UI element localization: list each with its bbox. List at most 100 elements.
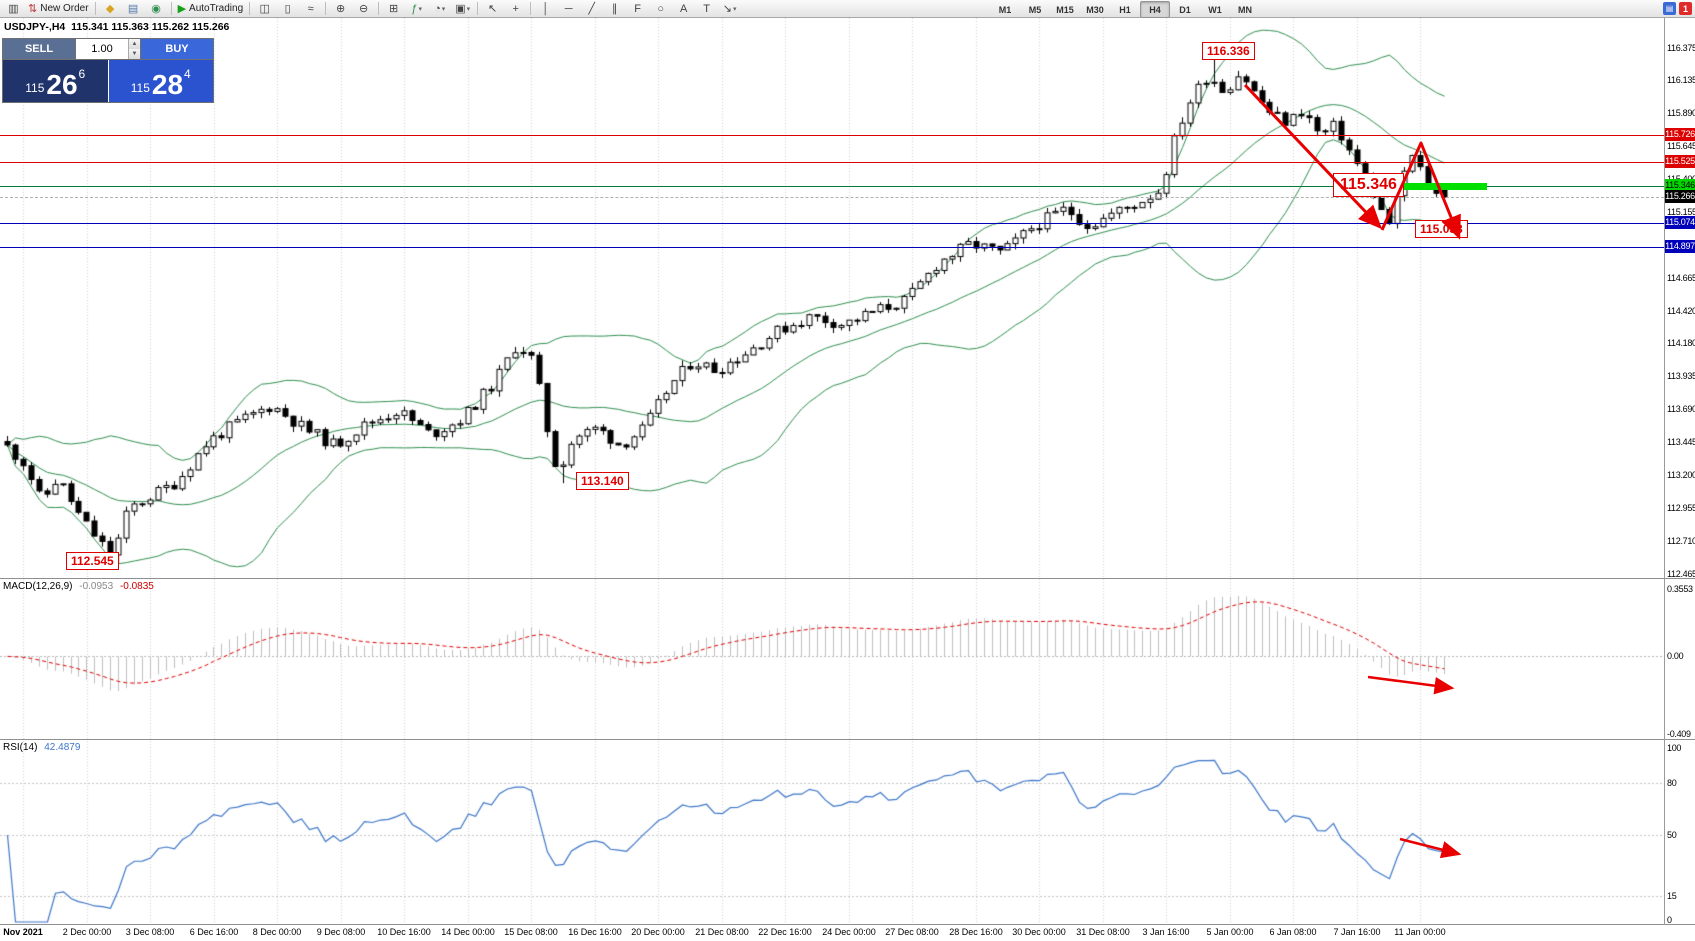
data-record-icon[interactable]: ◉ [145,0,168,18]
panel-separator[interactable] [0,739,1695,740]
timeframe-m15[interactable]: M15 [1056,4,1074,15]
sell-price-button[interactable]: 115 26 6 [3,60,108,102]
sell-button[interactable]: SELL [3,39,75,59]
tile-windows-icon: ⊞ [389,2,399,15]
indicators-icon[interactable]: ƒ ▾ [405,0,428,18]
bar-chart-icon[interactable]: ◫ [253,0,276,18]
notifications-badge[interactable]: 1 [1679,2,1692,15]
buy-price-big: 28 [151,69,184,100]
horizontal-line-icon[interactable]: ─ [557,0,580,18]
symbol-name: USDJPY-,H4 [4,21,66,33]
time-axis-label: 21 Dec 08:00 [695,927,749,937]
toolbar: ▥ ⇅ New Order ◆ ▤ ◉ ▶ AutoTrading ◫ ▯ ≈ ⊕ ⊖ ⊞ ƒ ▾ ◔ ▾ ▣ ▾ ↖ +… [0,0,1695,18]
timeframe-m30[interactable]: M30 [1086,4,1104,15]
macd-signal-value: -0.0835 [119,581,154,592]
panel-separator[interactable] [0,578,1695,579]
equidistant-channel-icon: ∥ [611,2,618,15]
arrows-icon: ↘ [722,2,732,15]
time-axis-label: 3 Jan 16:00 [1142,927,1190,937]
zoom-in-icon[interactable]: ⊕ [329,0,352,18]
autotrading-button[interactable]: ▶ AutoTrading [175,0,247,18]
time-axis-label: 22 Dec 16:00 [758,927,812,937]
buy-price-button[interactable]: 115 28 4 [107,60,213,102]
macd-axis-label: 0.00 [1667,651,1684,661]
new-order-button[interactable]: ⇅ New Order [25,0,92,18]
cursor-icon[interactable]: ↖ [481,0,504,18]
autotrading-button-label: AutoTrading [189,3,244,14]
horizontal-line-115.525[interactable] [0,162,1664,163]
rsi-axis-label: 15 [1667,891,1677,901]
candlestick-chart-icon[interactable]: ▯ [276,0,299,18]
text-label-icon: T [703,2,711,15]
price-callout-swing-low[interactable]: 115.033 [1415,220,1468,238]
horizontal-line-115.074[interactable] [0,223,1664,224]
text-label-icon[interactable]: T [695,0,718,18]
time-axis-label: 27 Dec 08:00 [885,927,939,937]
price-axis-label: 112.955 [1667,503,1695,513]
chart-canvas[interactable] [0,18,1665,925]
timeframe-d1[interactable]: D1 [1179,4,1191,15]
timeframe-m5[interactable]: M5 [1028,4,1042,15]
timeframe-m1[interactable]: M1 [998,4,1012,15]
volume-up-button[interactable]: ▲ [129,39,140,49]
toolbar-separator [94,2,96,15]
volume-stepper: ▲ ▼ [128,39,140,59]
candlestick-chart-icon: ▯ [284,2,291,15]
macd-value: -0.0953 [79,581,114,592]
timeframe-h4[interactable]: H4 [1140,1,1170,18]
shapes-icon[interactable]: ○ [649,0,672,18]
horizontal-line-115.346[interactable] [0,186,1664,187]
zoom-out-icon[interactable]: ⊖ [352,0,375,18]
dropdown-caret-icon: ▾ [418,5,422,13]
print-icon[interactable]: ▤ [122,0,145,18]
price-marker-115.346: 115.346 [1665,179,1695,192]
charts-window-icon[interactable]: ▥ [2,0,25,18]
price-callout-dec-low[interactable]: 113.140 [576,472,629,490]
symbol-ohlc-values: 115.341 115.363 115.262 115.266 [71,21,230,33]
autotrading-icon: ▶ [177,2,187,15]
text-icon: A [679,2,688,15]
profiles-icon[interactable]: ◆ [99,0,122,18]
sell-price-big: 26 [46,69,78,100]
timeframe-h1[interactable]: H1 [1119,4,1131,15]
price-axis-label: 113.935 [1667,371,1695,381]
price-callout-month-low[interactable]: 112.545 [66,552,119,570]
time-axis-label: 14 Dec 00:00 [441,927,495,937]
time-axis-label: Nov 2021 [3,927,43,937]
buy-price-prefix: 115 [130,81,150,95]
templates-icon[interactable]: ▣ ▾ [451,0,474,18]
dropdown-caret-icon: ▾ [441,5,446,13]
price-callout-support[interactable]: 115.346 [1333,173,1404,197]
arrows-icon[interactable]: ↘ ▾ [718,0,741,18]
price-callout-high[interactable]: 116.336 [1202,42,1255,60]
line-chart-icon: ≈ [307,2,314,15]
periods-icon[interactable]: ◔ ▾ [428,0,451,18]
price-axis-label: 116.135 [1667,75,1695,85]
line-chart-icon[interactable]: ≈ [299,0,322,18]
price-axis-label: 114.420 [1667,306,1695,316]
horizontal-line-115.726[interactable] [0,135,1664,136]
horizontal-line-114.897[interactable] [0,247,1664,248]
chat-icon[interactable]: ▤ [1663,2,1676,15]
crosshair-icon[interactable]: + [504,0,527,18]
vertical-line-icon[interactable]: │ [534,0,557,18]
timeframe-mn[interactable]: MN [1238,4,1252,15]
fibonacci-icon[interactable]: F [626,0,649,18]
volume-field[interactable]: 1.00 ▲ ▼ [75,39,141,59]
crosshair-icon: + [512,2,519,15]
sell-price-prefix: 115 [25,81,45,95]
timeframe-w1[interactable]: W1 [1208,4,1222,15]
horizontal-line-115.266[interactable] [0,197,1664,198]
tile-windows-icon[interactable]: ⊞ [382,0,405,18]
bar-chart-icon: ◫ [259,2,270,15]
volume-down-button[interactable]: ▼ [129,49,140,59]
price-marker-115.266: 115.266 [1665,190,1695,203]
buy-button[interactable]: BUY [141,39,213,59]
text-icon[interactable]: A [672,0,695,18]
price-marker-115.525: 115.525 [1665,155,1695,168]
price-axis-label: 113.690 [1667,404,1695,414]
equidistant-channel-icon[interactable]: ∥ [603,0,626,18]
trendline-icon[interactable]: ╱ [580,0,603,18]
volume-value[interactable]: 1.00 [91,43,113,55]
